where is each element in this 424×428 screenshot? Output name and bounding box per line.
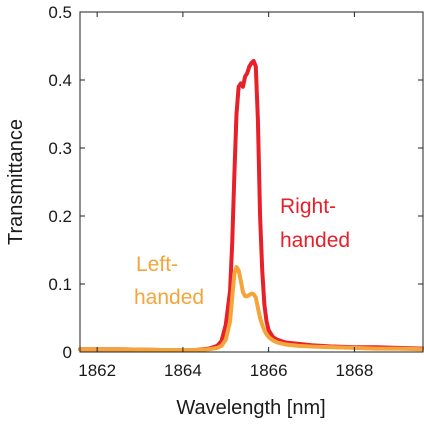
left-handed-series-line — [78, 265, 424, 352]
y-axis-title: Transmittance — [5, 119, 27, 245]
y-tick-label: 0.1 — [48, 275, 72, 294]
left-handed-label-line2: handed — [134, 286, 204, 309]
series-layer — [78, 58, 424, 352]
x-tick-label: 1868 — [335, 361, 373, 380]
left-handed-label-line1: Left- — [136, 253, 178, 276]
plot-area-frame — [79, 11, 424, 353]
y-tick-label: 0 — [63, 343, 72, 362]
x-axis-title: Wavelength [nm] — [176, 397, 325, 419]
y-tick-label: 0.5 — [48, 3, 72, 22]
x-tick-label: 1864 — [164, 361, 202, 380]
y-tick-label: 0.4 — [48, 71, 72, 90]
right-handed-label-line1: Right- — [280, 195, 336, 218]
ticks-layer: 1862 1864 1866 1868 0 0.1 0.2 0.3 0.4 0.5 — [48, 3, 423, 380]
right-handed-label-line2: handed — [280, 229, 350, 252]
x-tick-label: 1866 — [250, 361, 288, 380]
right-handed-series-line — [78, 58, 424, 352]
y-tick-label: 0.3 — [48, 139, 72, 158]
x-tick-label: 1862 — [78, 361, 116, 380]
y-tick-label: 0.2 — [48, 207, 72, 226]
